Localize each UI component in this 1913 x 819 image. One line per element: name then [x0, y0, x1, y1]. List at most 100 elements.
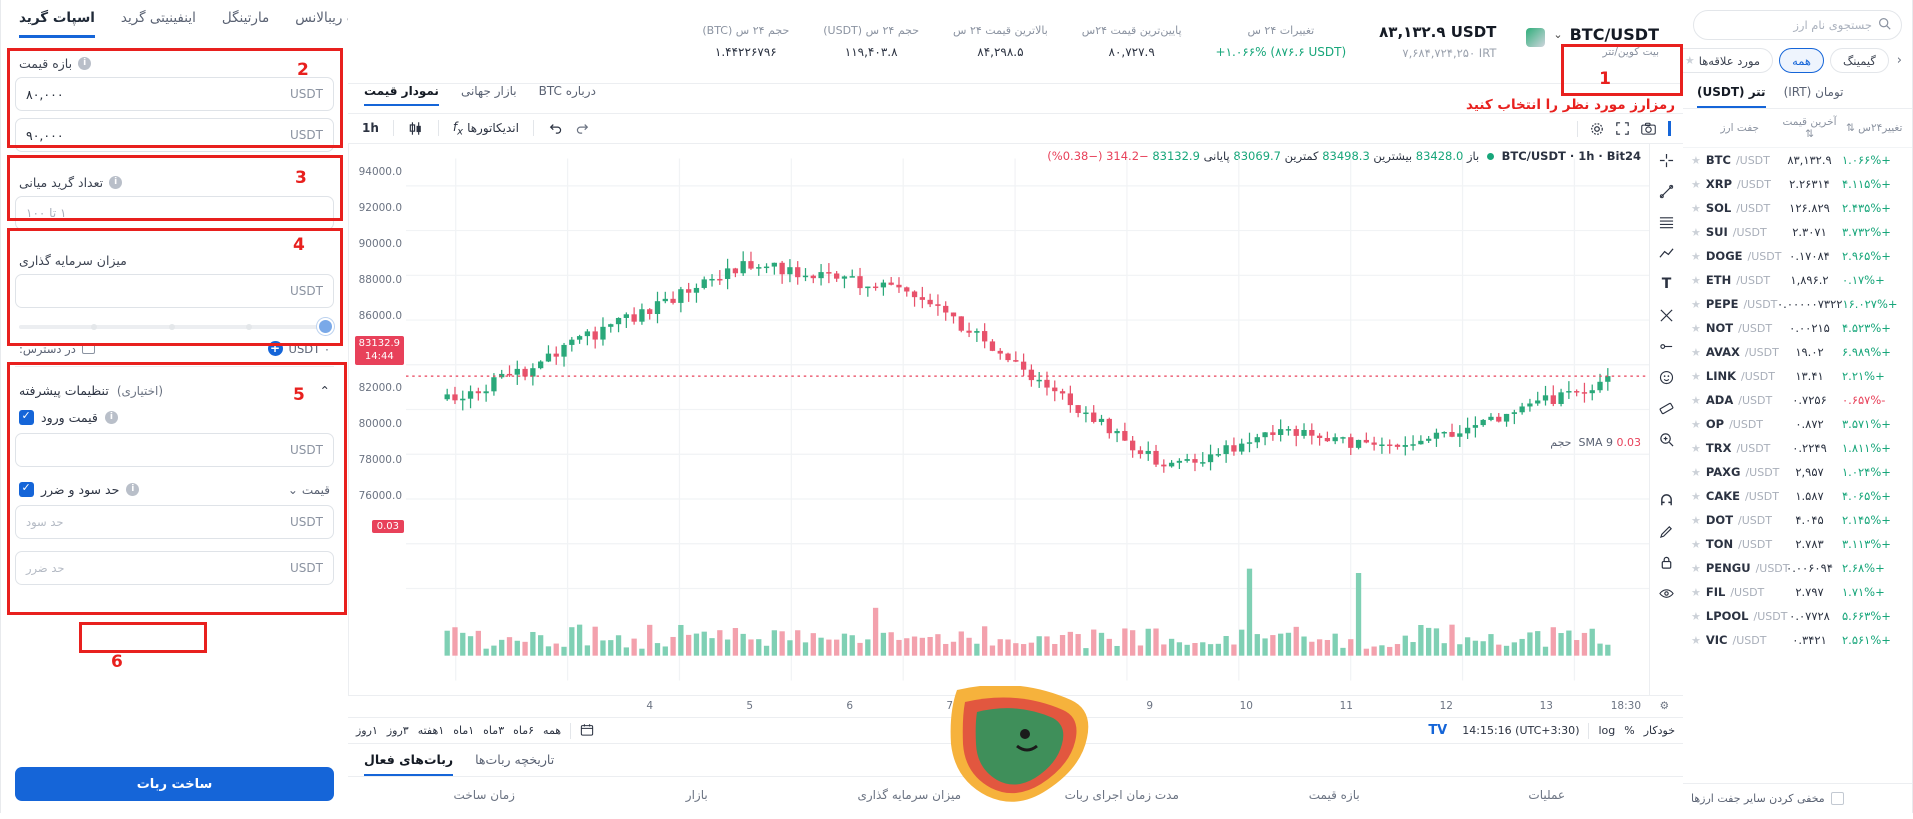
chevron-left-icon[interactable]: ‹ [1896, 53, 1902, 68]
camera-icon[interactable] [1641, 122, 1656, 135]
star-icon[interactable]: ★ [1691, 177, 1701, 191]
investment-slider[interactable] [15, 315, 334, 335]
log-scale-button[interactable]: log [1598, 724, 1616, 737]
investment-input[interactable]: USDT [15, 274, 334, 308]
star-icon[interactable]: ★ [1691, 153, 1701, 167]
info-icon[interactable]: i [126, 483, 140, 496]
create-bot-button[interactable]: ساخت ربات [15, 767, 334, 801]
lock-icon[interactable] [1657, 552, 1677, 572]
info-icon[interactable]: i [78, 57, 92, 70]
table-row[interactable]: ★ TON/USDT ۲.۷۸۳ +۳.۱۱۳% [1683, 532, 1912, 556]
star-icon[interactable]: ★ [1691, 297, 1701, 311]
table-row[interactable]: ★ LPOOL/USDT ۰.۰۷۷۲۸ +۵.۶۶۳% [1683, 604, 1912, 628]
range-3d[interactable]: ۳روز [386, 724, 409, 737]
tab-irt[interactable]: تومان (IRT) [1783, 85, 1844, 99]
price-range-upper-input[interactable]: USDT ۸۰,۰۰۰ [15, 77, 334, 111]
star-icon[interactable]: ★ [1691, 609, 1701, 623]
star-icon[interactable]: ★ [1691, 273, 1701, 287]
tab-global-market[interactable]: بازار جهانی [460, 84, 517, 98]
range-1w[interactable]: ۱هفته [417, 724, 445, 737]
patterns-icon[interactable] [1657, 305, 1677, 325]
fullscreen-icon[interactable] [1616, 122, 1629, 135]
table-row[interactable]: ★ NOT/USDT ۰.۰۰۲۱۵ +۴.۵۲۳% [1683, 316, 1912, 340]
table-row[interactable]: ★ BTC/USDT ۸۳,۱۳۲.۹ +۱.۰۶۶% [1683, 148, 1912, 172]
col-last-price[interactable]: آخرین قیمت ⇅ [1782, 116, 1837, 140]
range-1m[interactable]: ۱ماه [453, 724, 475, 737]
slider-track[interactable] [19, 318, 334, 335]
tab-infinity-grid[interactable]: اینفینیتی گرید [120, 10, 196, 26]
tab-usdt[interactable]: تتر (USDT) [1697, 85, 1766, 108]
table-row[interactable]: ★ FIL/USDT ۲.۷۹۷ +۱.۷۱% [1683, 580, 1912, 604]
crosshair-icon[interactable] [1657, 150, 1677, 170]
price-range-lower-input[interactable]: USDT ۹۰,۰۰۰ [15, 118, 334, 152]
star-icon[interactable]: ★ [1691, 393, 1701, 407]
table-row[interactable]: ★ LINK/USDT ۱۳.۴۱ +۲.۲۱% [1683, 364, 1912, 388]
hide-other-pairs-checkbox[interactable] [1830, 792, 1844, 805]
candlestick-plot[interactable]: BTC/USDT · 1h · Bit24 باز 83428.0 بیشتری… [406, 144, 1649, 695]
undo-icon[interactable] [548, 122, 562, 135]
star-icon[interactable]: ★ [1691, 201, 1701, 215]
tp-sl-mode-select[interactable]: قیمت ⌄ [288, 483, 330, 497]
forecast-icon[interactable] [1657, 336, 1677, 356]
slider-knob[interactable] [317, 318, 334, 335]
table-row[interactable]: ★ PAXG/USDT ۲,۹۵۷ +۱.۰۲۴% [1683, 460, 1912, 484]
star-icon[interactable]: ★ [1691, 417, 1701, 431]
tab-martingale[interactable]: مارتینگل [221, 10, 270, 26]
tab-active-bots[interactable]: ربات‌های فعال [364, 752, 454, 776]
tp-sl-checkbox[interactable] [19, 481, 34, 497]
star-icon[interactable]: ★ [1691, 321, 1701, 335]
candlestick-icon[interactable] [408, 121, 424, 136]
eye-icon[interactable] [1657, 583, 1677, 603]
table-row[interactable]: ★ CAKE/USDT ۱.۵۸۷ +۴.۰۶۵% [1683, 484, 1912, 508]
info-icon[interactable]: i [104, 411, 118, 424]
table-row[interactable]: ★ ADA/USDT ۰.۷۲۵۶ -۰.۶۵۷% [1683, 388, 1912, 412]
settings-dot-icon[interactable]: ⚙ [1659, 700, 1669, 712]
table-row[interactable]: ★ DOGE/USDT ۰.۱۷۰۸۴ +۲.۹۶۵% [1683, 244, 1912, 268]
star-icon[interactable]: ★ [1691, 513, 1701, 527]
table-row[interactable]: ★ VIC/USDT ۰.۳۴۲۱ +۲.۵۶۱% [1683, 628, 1912, 652]
stop-loss-input[interactable]: USDT حد ضرر [15, 551, 334, 585]
range-1d[interactable]: ۱روز [356, 724, 378, 737]
table-row[interactable]: ★ AVAX/USDT ۱۹.۰۲ +۶.۹۸۹% [1683, 340, 1912, 364]
calendar-icon[interactable] [580, 723, 594, 739]
tab-price-chart[interactable]: نمودار قیمت [364, 84, 439, 106]
chip-gaming[interactable]: گیمینگ [1829, 48, 1889, 73]
tab-spot-grid[interactable]: اسپات گرید [19, 10, 95, 38]
fib-retracement-icon[interactable] [1657, 212, 1677, 232]
range-3m[interactable]: ۳ماه [483, 724, 505, 737]
star-icon[interactable]: ★ [1691, 633, 1701, 647]
star-icon[interactable]: ★ [1691, 537, 1701, 551]
auto-scale-button[interactable]: خودکار [1643, 724, 1675, 737]
tab-bots-history[interactable]: تاریخچه ربات‌ها [475, 752, 555, 767]
hide-other-pairs-row[interactable]: مخفی کردن سایر جفت ارزها [1683, 783, 1912, 813]
range-6m[interactable]: ۶ماه [513, 724, 535, 737]
col-change[interactable]: تغییر۲۴س ⇅ [1846, 122, 1903, 134]
table-row[interactable]: ★ PENGU/USDT ۰.۰۰۶۰۹۴ +۲.۶۸% [1683, 556, 1912, 580]
table-row[interactable]: ★ OP/USDT ۰.۸۷۲ +۳.۵۷۱% [1683, 412, 1912, 436]
advanced-header[interactable]: تنظیمات پیشرفته (اختیاری) ⌃ [15, 375, 334, 402]
star-icon[interactable]: ★ [1691, 249, 1701, 263]
tp-sl-check-row[interactable]: حد سود و ضرر i قیمت ⌄ [15, 474, 334, 505]
entry-price-check-row[interactable]: قیمت ورود i [15, 402, 334, 433]
gear-icon[interactable] [1590, 122, 1604, 136]
star-icon[interactable]: ★ [1691, 489, 1701, 503]
table-row[interactable]: ★ PEPE/USDT ۰.۰۰۰۰۰۷۳۲۲ +۱۶.۰۲۷% [1683, 292, 1912, 316]
chevron-up-icon[interactable]: ⌃ [319, 383, 330, 398]
range-all[interactable]: همه [543, 724, 562, 737]
entry-price-checkbox[interactable] [19, 409, 34, 425]
take-profit-input[interactable]: USDT حد سود [15, 505, 334, 539]
trend-line-icon[interactable] [1657, 181, 1677, 201]
star-icon[interactable]: ★ [1691, 465, 1701, 479]
chip-favorites[interactable]: مورد علاقه‌ها ★ [1671, 48, 1774, 73]
star-icon[interactable]: ★ [1691, 585, 1701, 599]
star-icon[interactable]: ★ [1691, 369, 1701, 383]
table-row[interactable]: ★ ETH/USDT ۱,۸۹۶.۲ +۰.۱۷% [1683, 268, 1912, 292]
interval-selector[interactable]: 1h [362, 121, 379, 136]
table-row[interactable]: ★ TRX/USDT ۰.۲۲۴۹ +۱.۸۱۱% [1683, 436, 1912, 460]
price-axis[interactable]: 94000.0 92000.0 90000.0 88000.0 86000.0 … [348, 144, 406, 695]
table-row[interactable]: ★ SUI/USDT ۲.۳۰۷۱ +۳.۷۳۲% [1683, 220, 1912, 244]
redo-icon[interactable] [576, 122, 590, 135]
text-tool-icon[interactable]: T [1661, 276, 1672, 292]
star-icon[interactable]: ★ [1691, 561, 1701, 575]
tab-about-btc[interactable]: درباره BTC [538, 84, 596, 98]
